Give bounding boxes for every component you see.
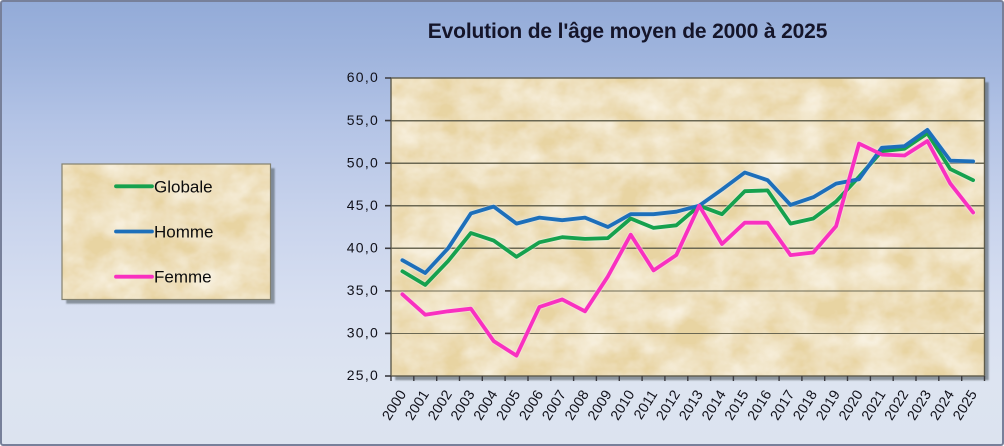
svg-text:50,0: 50,0 (347, 154, 379, 170)
svg-text:60,0: 60,0 (347, 69, 379, 85)
svg-text:Evolution de l'âge moyen de 20: Evolution de l'âge moyen de 2000 à 2025 (428, 20, 828, 43)
svg-text:Globale: Globale (154, 177, 213, 196)
svg-text:25,0: 25,0 (347, 367, 379, 383)
svg-text:55,0: 55,0 (347, 112, 379, 128)
svg-text:35,0: 35,0 (347, 282, 379, 298)
svg-text:30,0: 30,0 (347, 325, 379, 341)
svg-text:2010: 2010 (608, 387, 639, 423)
svg-text:40,0: 40,0 (347, 240, 379, 256)
svg-text:2025: 2025 (950, 387, 981, 423)
svg-text:45,0: 45,0 (347, 197, 379, 213)
svg-text:Homme: Homme (154, 223, 214, 242)
svg-text:Femme: Femme (154, 268, 212, 287)
